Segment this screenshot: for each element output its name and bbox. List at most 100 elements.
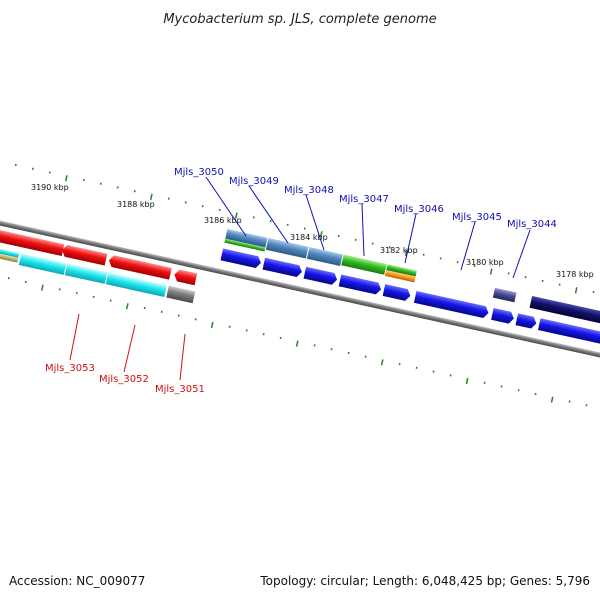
gene-label[interactable]: Mjls_3050 — [174, 167, 224, 178]
annotation-feature[interactable] — [492, 287, 517, 303]
cds-feature[interactable] — [108, 254, 172, 280]
gene-label[interactable]: Mjls_3053 — [45, 363, 95, 374]
tick-mark-major — [404, 249, 408, 257]
tick-mark-minor — [201, 205, 204, 208]
cds-feature[interactable] — [220, 248, 263, 269]
cds-feature[interactable] — [0, 222, 65, 257]
annotation-feature[interactable] — [166, 285, 196, 304]
gene-callout-line — [460, 221, 476, 271]
tick-mark-minor — [449, 374, 452, 377]
tick-row-outer — [14, 163, 595, 294]
tick-mark-minor — [99, 182, 102, 185]
tick-mark-minor — [517, 389, 520, 392]
cds-feature[interactable] — [61, 244, 108, 266]
annotation-feature[interactable] — [225, 228, 268, 248]
tick-label: 3188 kbp — [117, 200, 155, 209]
annotation-feature[interactable] — [386, 264, 417, 277]
cds-feature[interactable] — [262, 257, 304, 278]
gene-label[interactable]: Mjls_3046 — [394, 204, 444, 215]
gene-label[interactable]: Mjls_3047 — [339, 194, 389, 205]
tick-mark-minor — [133, 190, 136, 193]
tick-mark-major — [574, 287, 578, 294]
tick-mark-minor — [439, 257, 442, 260]
tick-label: 3178 kbp — [556, 270, 594, 279]
annotation-feature[interactable] — [265, 238, 309, 259]
gene-callout-line — [361, 203, 365, 257]
tick-mark-minor — [252, 216, 255, 219]
tick-label: 3190 kbp — [31, 183, 69, 192]
tick-mark-minor — [279, 336, 282, 340]
gene-label[interactable]: Mjls_3051 — [155, 384, 205, 395]
tick-mark-major — [234, 212, 238, 219]
annotation-feature[interactable] — [224, 238, 266, 252]
tick-mark-minor — [568, 400, 571, 403]
forward-track — [220, 228, 600, 350]
gene-label[interactable]: Mjls_3049 — [229, 176, 279, 187]
reverse-gene-labels: Mjls_3053 Mjls_3052 Mjls_3051 — [45, 313, 205, 395]
tick-mark-major — [465, 377, 469, 385]
tick-mark-major — [125, 303, 129, 310]
tick-labels: 3190 kbp 3188 kbp 3186 kbp 3184 kbp 3182… — [31, 183, 594, 279]
cds-feature[interactable] — [515, 313, 537, 329]
gene-callout-line — [179, 333, 186, 381]
backbone-bar — [0, 209, 600, 369]
tick-mark-minor — [473, 264, 476, 268]
tick-label: 3184 kbp — [290, 233, 328, 242]
tick-mark-minor — [116, 186, 119, 189]
gene-label[interactable]: Mjls_3048 — [284, 185, 334, 196]
annotation-feature[interactable] — [0, 245, 19, 263]
annotation-feature[interactable] — [0, 240, 20, 258]
annotation-feature[interactable] — [529, 295, 600, 330]
tick-mark-minor — [483, 381, 486, 384]
tick-mark-minor — [364, 355, 367, 358]
tick-mark-major — [149, 193, 153, 201]
tick-mark-minor — [347, 351, 350, 355]
cds-feature[interactable] — [413, 291, 490, 319]
tick-mark-major — [210, 321, 214, 329]
gene-callout-line — [305, 194, 325, 251]
tick-mark-minor — [337, 234, 340, 238]
tick-mark-minor — [48, 171, 51, 174]
annotation-feature[interactable] — [385, 270, 416, 283]
tick-mark-minor — [7, 277, 10, 280]
tick-label: 3186 kbp — [204, 216, 242, 225]
tick-mark-major — [380, 359, 384, 366]
cds-feature[interactable] — [303, 266, 339, 286]
tick-mark-minor — [92, 295, 95, 299]
cds-feature[interactable] — [382, 284, 412, 302]
backbone — [0, 209, 600, 369]
tick-mark-minor — [371, 242, 374, 245]
tick-mark-minor — [541, 279, 544, 283]
tick-mark-minor — [507, 272, 510, 275]
annotation-feature[interactable] — [18, 253, 67, 275]
tick-mark-minor — [534, 392, 537, 396]
annotation-feature[interactable] — [105, 272, 167, 298]
tick-mark-minor — [262, 333, 265, 336]
tick-mark-minor — [415, 366, 418, 370]
track-group — [0, 163, 600, 407]
reverse-track — [0, 222, 198, 304]
tick-mark-major — [40, 284, 44, 291]
cds-feature[interactable] — [173, 269, 198, 286]
gene-callout-line — [123, 324, 136, 373]
cds-feature[interactable] — [537, 318, 600, 350]
tick-mark-minor — [330, 348, 333, 351]
gene-label[interactable]: Mjls_3045 — [452, 212, 502, 223]
cds-feature[interactable] — [491, 308, 515, 324]
annotation-feature[interactable] — [341, 254, 387, 275]
tick-mark-major — [489, 268, 493, 275]
annotation-feature[interactable] — [306, 247, 343, 267]
gene-callout-line — [404, 213, 417, 264]
cds-feature[interactable] — [338, 274, 383, 296]
tick-mark-minor — [303, 227, 306, 230]
tick-mark-minor — [592, 290, 595, 294]
gene-label[interactable]: Mjls_3052 — [99, 374, 149, 385]
forward-gene-labels: Mjls_3050 Mjls_3049 Mjls_3048 Mjls_3047 … — [174, 167, 557, 279]
annotation-feature[interactable] — [64, 263, 108, 284]
gene-label[interactable]: Mjls_3044 — [507, 219, 557, 230]
tick-mark-minor — [269, 219, 272, 223]
tick-mark-major — [550, 396, 554, 403]
tick-mark-minor — [245, 329, 248, 332]
tick-mark-minor — [228, 325, 231, 328]
